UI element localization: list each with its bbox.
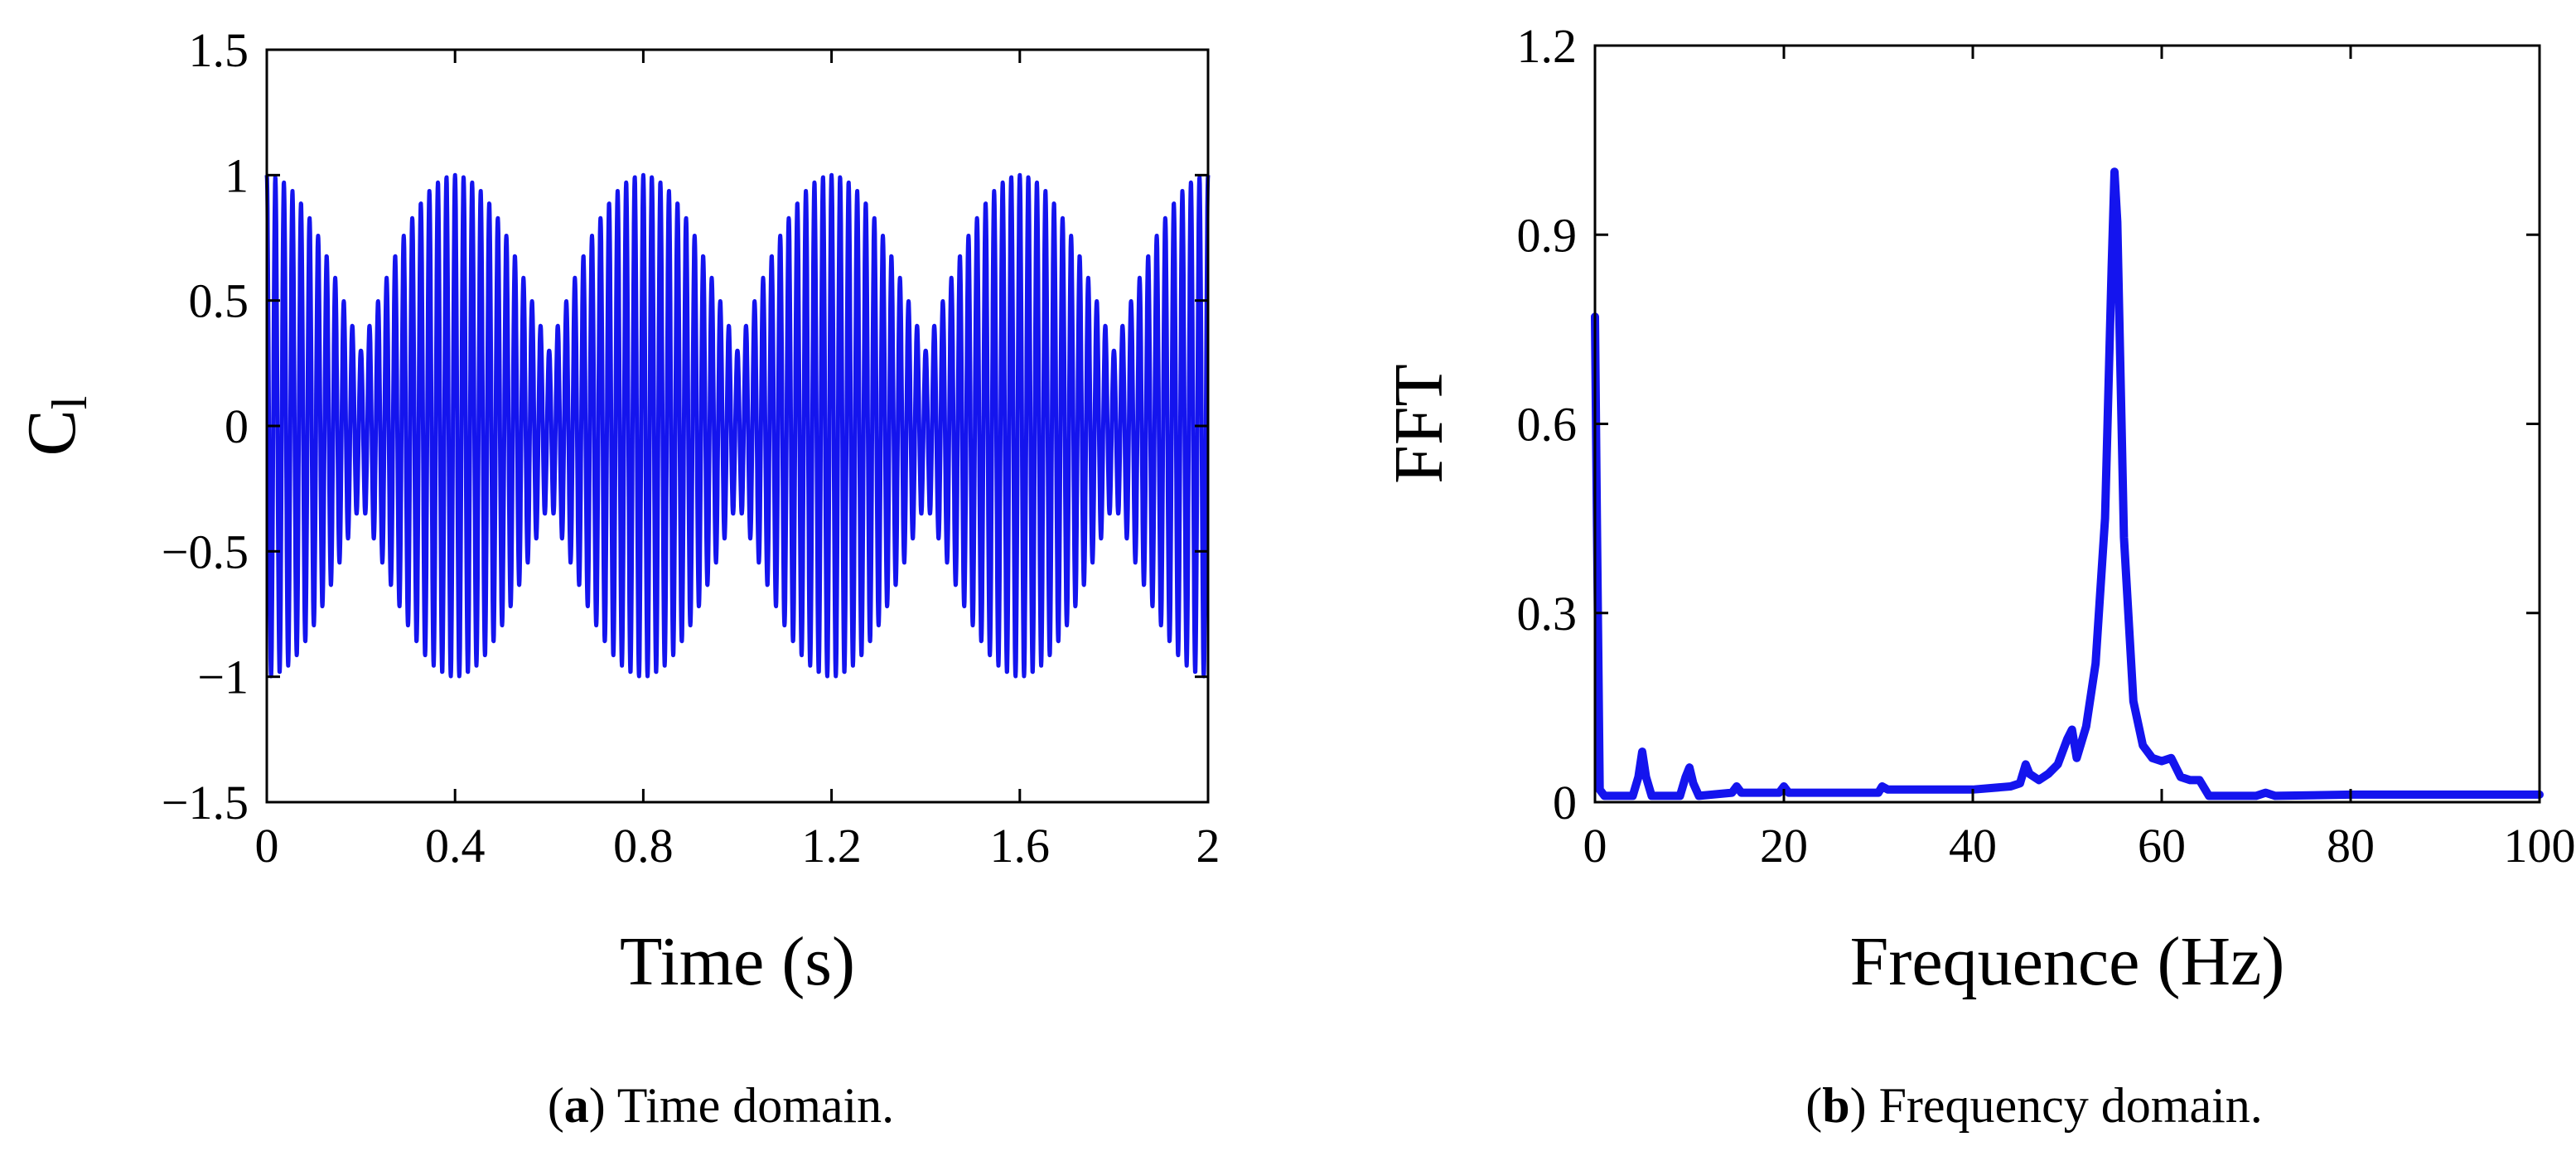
a-x-tick-label: 0.4 (425, 819, 486, 873)
b-x-ticks: 0 20 40 60 80 100 (1583, 46, 2576, 873)
a-y-tick-label: −1 (197, 651, 249, 704)
a-y-tick-label: 1.5 (189, 23, 249, 77)
b-x-tick-label: 0 (1583, 819, 1607, 873)
a-y-axis-label-subscript: l (42, 396, 97, 410)
a-x-tick-label: 1.6 (990, 819, 1051, 873)
b-y-ticks: 1.2 0.9 0.6 0.3 0 (1517, 19, 2540, 830)
a-y-tick-label: 1 (225, 148, 249, 202)
caption-a-label: a (563, 1078, 589, 1133)
a-x-tick-label: 0 (255, 819, 279, 873)
a-x-ticks: 0 0.4 0.8 1.2 1.6 2 (255, 50, 1220, 873)
a-y-axis-label: Cl (13, 396, 97, 457)
caption-b-label: b (1822, 1078, 1850, 1133)
b-x-tick-label: 80 (2327, 819, 2375, 873)
a-cl-series-line (264, 172, 1211, 679)
a-x-tick-label: 2 (1196, 819, 1220, 873)
a-x-tick-label: 0.8 (613, 819, 674, 873)
a-y-tick-label: −0.5 (162, 525, 249, 578)
caption-b-text: Frequency domain. (1878, 1078, 2263, 1133)
a-y-tick-label: 0 (225, 399, 249, 453)
a-x-axis-label: Time (s) (620, 923, 855, 1000)
a-x-tick-label: 1.2 (801, 819, 862, 873)
b-x-tick-label: 40 (1949, 819, 1997, 873)
a-plot-frame (265, 48, 1210, 804)
b-y-tick-label: 0.6 (1517, 398, 1578, 452)
b-x-axis-label: Frequence (Hz) (1850, 923, 2285, 1000)
b-y-tick-label: 0.3 (1517, 587, 1578, 641)
b-x-tick-label: 100 (2504, 819, 2576, 873)
b-plot-frame (1593, 44, 2541, 804)
a-y-tick-label: 0.5 (189, 274, 249, 328)
caption-b: (b) Frequency domain. (1805, 1078, 2263, 1133)
b-x-tick-label: 20 (1760, 819, 1808, 873)
b-y-tick-label: 0 (1553, 776, 1577, 830)
panel-b-frequency-domain: 0 20 40 60 80 100 1.2 0.9 0.6 0.3 0 Frequence (Hz… (1380, 19, 2576, 1000)
b-y-tick-label: 0.9 (1517, 208, 1578, 262)
a-y-axis-label-main: C (13, 409, 90, 456)
b-x-tick-label: 60 (2138, 819, 2186, 873)
b-y-tick-label: 1.2 (1517, 19, 1578, 73)
a-y-tick-label: −1.5 (162, 776, 249, 830)
caption-a-text: Time domain. (616, 1078, 895, 1133)
b-fft-series-line (1591, 167, 2544, 800)
caption-a: (a) Time domain. (547, 1078, 895, 1133)
panel-a-time-domain: 0 0.4 0.8 1.2 1.6 2 1.5 1 0.5 0 −0.5 −1 −1.5 Time (… (13, 23, 1220, 1000)
a-y-ticks: 1.5 1 0.5 0 −0.5 −1 −1.5 (162, 23, 1208, 830)
b-y-axis-label: FFT (1380, 364, 1457, 484)
